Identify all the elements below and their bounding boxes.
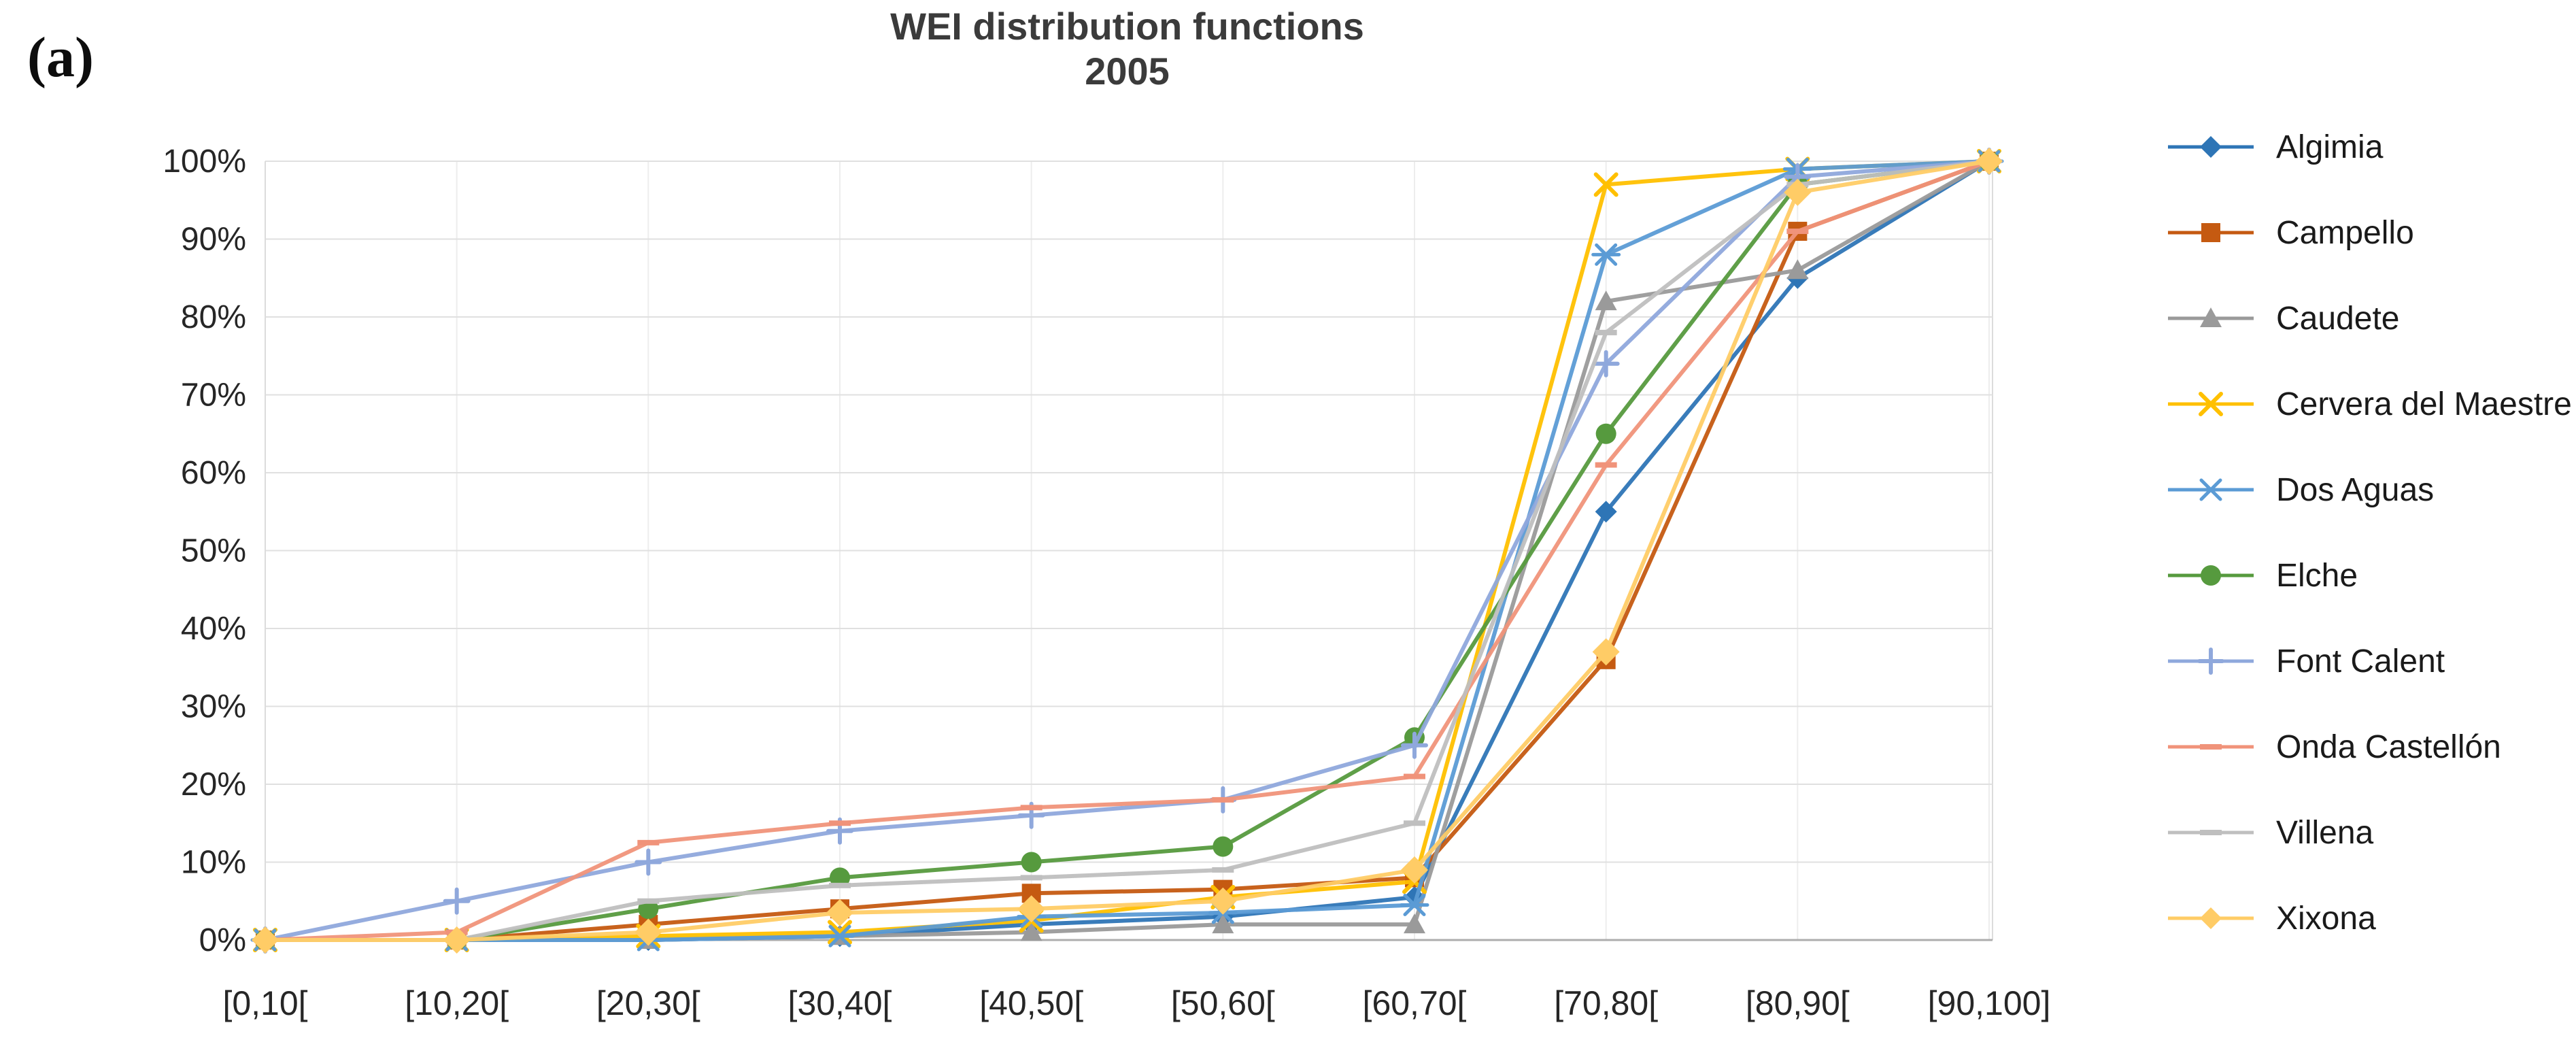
x-tick-label: [0,10[ — [222, 984, 307, 1022]
chart-title-line1: WEI distribution functions — [890, 5, 1364, 48]
series-markers-xixona — [252, 148, 2003, 954]
chart-title: WEI distribution functions 2005 — [265, 4, 1989, 94]
series-line-dos-aguas — [263, 159, 1991, 942]
x-tick-label: [10,20[ — [405, 984, 509, 1022]
y-tick-label: 20% — [181, 767, 246, 803]
series-line-villena — [263, 159, 1991, 942]
chart-gridlines — [265, 161, 1993, 941]
y-tick-label: 50% — [181, 533, 246, 569]
x-tick-label: [70,80[ — [1554, 984, 1658, 1022]
x-tick-label: [80,90[ — [1746, 984, 1850, 1022]
x-tick-label: [90,100] — [1928, 984, 2051, 1022]
chart-series — [250, 148, 2004, 954]
y-tick-label: 0% — [199, 922, 246, 958]
y-tick-label: 100% — [163, 144, 246, 180]
x-tick-label: [60,70[ — [1363, 984, 1467, 1022]
y-tick-label: 70% — [181, 378, 246, 414]
x-tick-label: [20,30[ — [596, 984, 700, 1022]
y-tick-label: 40% — [181, 611, 246, 647]
series-xixona — [252, 148, 2003, 954]
figure-label: (a) — [27, 26, 94, 89]
chart-title-line2: 2005 — [1085, 50, 1170, 93]
y-tick-label: 60% — [181, 455, 246, 491]
series-line-campello — [263, 159, 1991, 942]
x-tick-label: [30,40[ — [788, 984, 892, 1022]
series-line-onda-castello-n — [263, 159, 1991, 942]
x-tick-label: [40,50[ — [979, 984, 1083, 1022]
x-tick-label: [50,60[ — [1171, 984, 1275, 1022]
y-tick-label: 80% — [181, 299, 246, 335]
y-tick-label: 10% — [181, 845, 246, 881]
series-line-font-calent — [263, 159, 1991, 942]
series-line-elche — [263, 159, 1991, 942]
x-axis: [0,10[ [10,20[ [20,30[ [30,40[ [40,50[ [50,60… — [222, 984, 2050, 1022]
series-markers-caudete — [254, 150, 2000, 949]
y-tick-label: 30% — [181, 689, 246, 725]
y-tick-label: 90% — [181, 222, 246, 258]
series-caudete — [254, 150, 2000, 949]
y-axis: 0% 10% 20% 30% 40% 50% 60% 70% 80% 90% 100% — [163, 144, 246, 958]
series-line-xixona — [263, 159, 1991, 942]
